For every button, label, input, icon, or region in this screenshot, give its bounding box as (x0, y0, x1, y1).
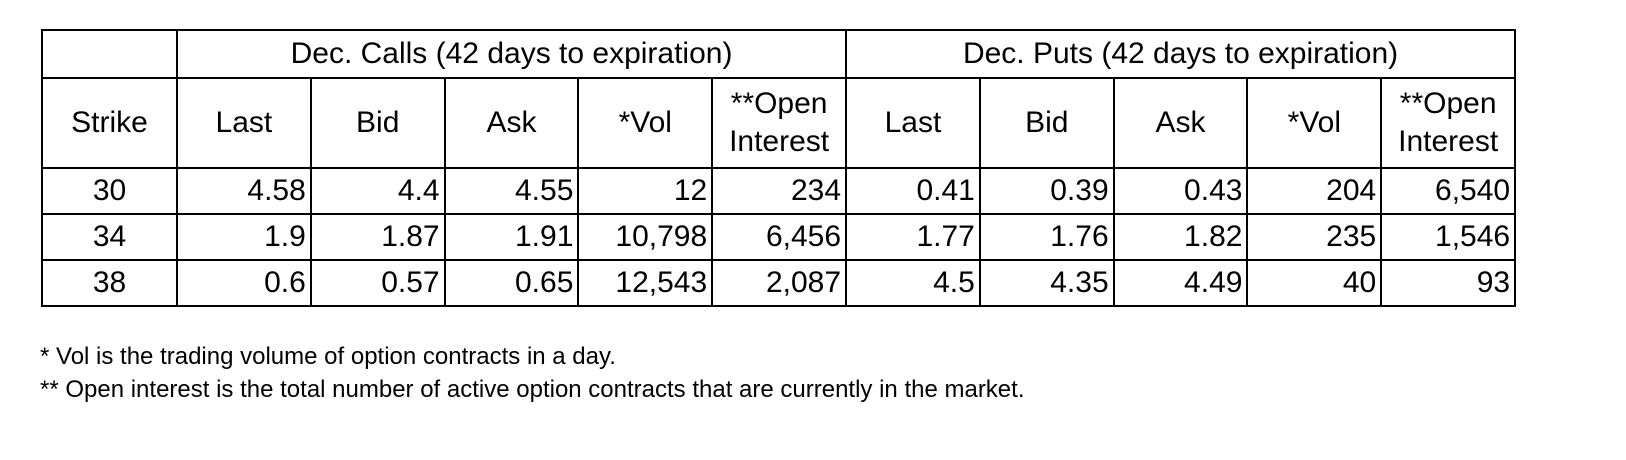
footnote: * Vol is the trading volume of option co… (40, 343, 616, 370)
column-header: Bid (978, 77, 1115, 169)
data-cell: 1,546 (1380, 213, 1517, 261)
data-cell: 1.87 (309, 213, 446, 261)
footnote: ** Open interest is the total number of … (40, 376, 1025, 403)
data-cell: 1.77 (845, 213, 981, 261)
data-cell: 40 (1246, 259, 1383, 307)
data-cell: 4.5 (845, 259, 981, 307)
column-header: Strike (41, 77, 178, 169)
data-cell: 234 (711, 167, 848, 215)
options-table: Dec. Calls (42 days to expiration) Dec. P… (41, 29, 1517, 307)
column-header: Ask (443, 77, 580, 169)
data-cell: 2,087 (711, 259, 848, 307)
data-cell: 1.9 (176, 213, 312, 261)
strike-cell: 38 (41, 259, 178, 307)
data-cell: 10,798 (577, 213, 714, 261)
column-header: Last (176, 77, 312, 169)
data-cell: 6,456 (711, 213, 848, 261)
data-row: 38 0.6 0.57 0.65 12,543 2,087 4.5 4.35 4.49 40 93 (41, 259, 1517, 307)
blank-cell (41, 29, 178, 79)
data-cell: 4.4 (309, 167, 446, 215)
data-cell: 1.91 (443, 213, 580, 261)
column-header: **Open Interest (1380, 77, 1517, 169)
data-cell: 4.35 (978, 259, 1115, 307)
data-cell: 0.65 (443, 259, 580, 307)
group-header-row: Dec. Calls (42 days to expiration) Dec. P… (41, 29, 1517, 79)
column-header: **Open Interest (711, 77, 848, 169)
column-header: *Vol (1246, 77, 1383, 169)
data-cell: 0.43 (1112, 167, 1249, 215)
data-cell: 0.41 (845, 167, 981, 215)
data-row: 30 4.58 4.4 4.55 12 234 0.41 0.39 0.43 204 6,540 (41, 167, 1517, 215)
column-header: Bid (309, 77, 446, 169)
group-header: Dec. Calls (42 days to expiration) (175, 29, 848, 79)
data-cell: 4.55 (443, 167, 580, 215)
data-cell: 0.6 (176, 259, 312, 307)
data-cell: 0.39 (978, 167, 1115, 215)
data-cell: 6,540 (1380, 167, 1517, 215)
footnotes: * Vol is the trading volume of option co… (40, 340, 1025, 406)
strike-cell: 34 (41, 213, 178, 261)
data-cell: 204 (1246, 167, 1383, 215)
data-cell: 12,543 (577, 259, 714, 307)
data-cell: 12 (577, 167, 714, 215)
data-cell: 1.76 (978, 213, 1115, 261)
header-row: Strike Last Bid Ask *Vol **Open Interest Last B… (41, 77, 1517, 169)
column-header: Ask (1112, 77, 1249, 169)
data-cell: 93 (1380, 259, 1517, 307)
data-cell: 1.82 (1112, 213, 1249, 261)
data-cell: 4.49 (1112, 259, 1249, 307)
data-cell: 0.57 (309, 259, 446, 307)
group-header: Dec. Puts (42 days to expiration) (845, 29, 1517, 79)
data-cell: 235 (1246, 213, 1383, 261)
data-row: 34 1.9 1.87 1.91 10,798 6,456 1.77 1.76 1.82 235 1… (41, 213, 1517, 261)
strike-cell: 30 (41, 167, 178, 215)
column-header: *Vol (577, 77, 714, 169)
column-header: Last (845, 77, 981, 169)
data-cell: 4.58 (176, 167, 312, 215)
